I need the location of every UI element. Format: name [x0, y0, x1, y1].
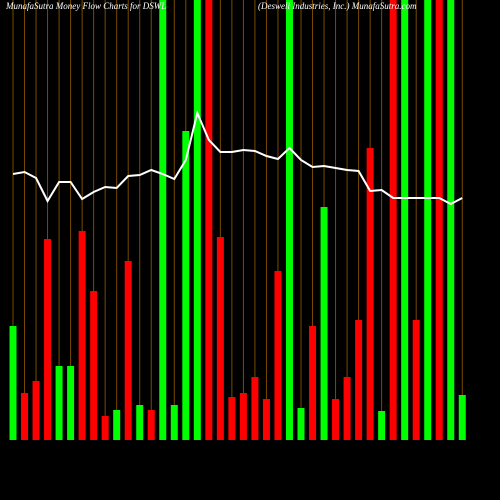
- bar: [55, 366, 63, 440]
- bar: [239, 393, 247, 440]
- bar: [366, 148, 374, 440]
- bar: [320, 207, 328, 440]
- bar: [9, 326, 17, 440]
- bar: [285, 0, 293, 440]
- bar: [447, 0, 455, 440]
- bar: [113, 410, 121, 440]
- bar: [170, 405, 178, 440]
- bar: [389, 0, 397, 440]
- bar: [424, 0, 432, 440]
- bar: [228, 397, 236, 440]
- bar: [458, 395, 466, 440]
- bar: [251, 377, 259, 440]
- chart-subtitle: (Deswell Industries, Inc.) MunafaSutra.c…: [258, 1, 417, 11]
- bars: [9, 0, 466, 440]
- bar: [182, 131, 190, 440]
- bar: [216, 237, 224, 440]
- lines: [12, 109, 463, 206]
- bar: [21, 393, 29, 440]
- bar: [262, 399, 270, 440]
- bar: [147, 410, 155, 440]
- bar: [124, 261, 132, 440]
- bar: [32, 381, 40, 440]
- bar: [44, 239, 52, 440]
- bar: [435, 0, 443, 440]
- bar: [378, 411, 386, 440]
- bar: [355, 320, 363, 440]
- bar: [136, 405, 144, 440]
- bar: [309, 326, 317, 440]
- bar: [67, 366, 75, 440]
- bar: [297, 408, 305, 440]
- money-flow-line: [12, 109, 463, 206]
- bar: [78, 231, 86, 440]
- bar: [412, 320, 420, 440]
- bar: [159, 0, 167, 440]
- bar: [101, 416, 109, 440]
- bar: [205, 0, 213, 440]
- bar: [90, 291, 98, 440]
- bar: [343, 377, 351, 440]
- bar: [193, 0, 201, 440]
- bar: [274, 271, 282, 440]
- chart-title: MunafaSutra Money Flow Charts for DSWL: [5, 1, 166, 11]
- bar: [401, 0, 409, 440]
- bar: [332, 399, 340, 440]
